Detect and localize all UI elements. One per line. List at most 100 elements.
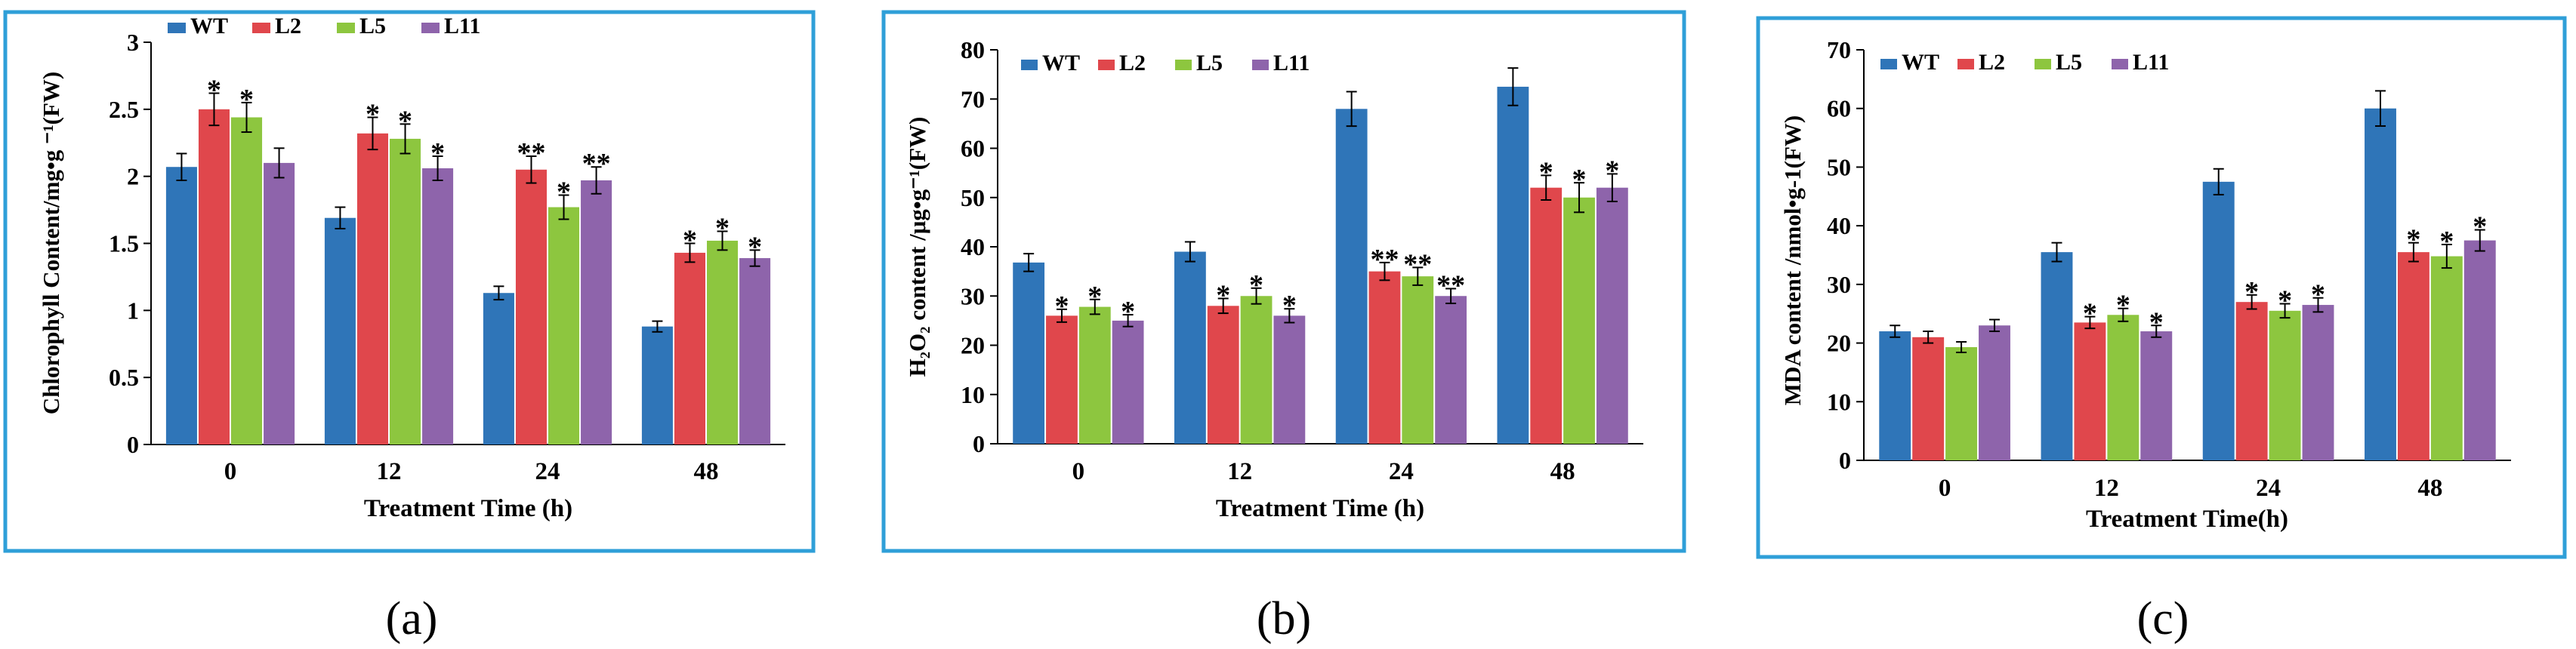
bar-wt <box>1013 262 1045 444</box>
bar-l11 <box>1979 325 2010 460</box>
y-tick-label: 30 <box>961 282 985 309</box>
bar-l11 <box>739 258 771 444</box>
legend-label-l11: L11 <box>2133 50 2169 75</box>
significance-mark: * <box>2149 306 2164 338</box>
panel-a-y-label: Chlorophyll Content/mg•g ⁻¹(FW) <box>38 72 64 414</box>
bar-wt <box>2365 108 2396 460</box>
x-tick-label: 0 <box>224 458 237 485</box>
panel-c-frame <box>1756 16 2567 559</box>
significance-mark: * <box>430 137 445 169</box>
y-tick-label: 0 <box>973 430 985 457</box>
y-tick-label: 70 <box>1827 36 1851 63</box>
bar-l2 <box>356 133 388 444</box>
significance-mark: * <box>748 231 762 263</box>
significance-mark: * <box>1539 156 1553 188</box>
bar-wt <box>483 293 514 444</box>
panel-c-legend: WT L2 L5 L11 <box>1880 50 2169 75</box>
significance-mark: * <box>1216 280 1230 312</box>
y-tick-label: 50 <box>1827 153 1851 180</box>
legend-swatch-l5 <box>337 23 355 33</box>
bar-l5 <box>2430 256 2463 460</box>
panel-c-x-ticks: 0 12 24 48 <box>1939 475 2443 502</box>
bar-wt <box>324 217 356 444</box>
bar-l11 <box>264 162 295 444</box>
bar-l2 <box>2235 302 2268 460</box>
bar-l2 <box>1368 271 1401 444</box>
panel-c-label: (c) <box>2137 593 2189 644</box>
x-tick-label: 24 <box>535 458 560 485</box>
panel-b-bars: * * ** **** ***** * * <box>1013 67 1628 444</box>
panel-c-y-ticks: 0 10 20 30 40 50 60 70 <box>1827 36 1864 474</box>
panel-a-y-ticks: 0 0.5 1 1.5 2 2.5 3 <box>109 29 151 458</box>
bar-l5 <box>707 240 739 444</box>
significance-mark: * <box>2311 279 2325 311</box>
significance-mark: * <box>2439 226 2454 257</box>
bar-l2 <box>515 169 547 445</box>
significance-mark: * <box>2083 298 2097 330</box>
legend-swatch-l11 <box>421 23 440 33</box>
legend-label-wt: WT <box>1902 50 1939 75</box>
legend-label-l2: L2 <box>275 14 301 38</box>
y-tick-label: 0 <box>1839 447 1851 474</box>
legend-label-l11: L11 <box>1273 51 1310 75</box>
y-tick-label: 40 <box>1827 212 1851 239</box>
bar-wt <box>2202 181 2235 460</box>
y-tick-label: 80 <box>961 36 985 63</box>
bar-l11 <box>1112 320 1144 444</box>
significance-mark: * <box>1054 291 1069 322</box>
y-tick-label: 70 <box>961 85 985 112</box>
bar-l5 <box>548 207 580 444</box>
bar-l5 <box>1240 296 1273 444</box>
bar-l2 <box>2074 322 2106 460</box>
significance-mark: * <box>715 213 730 245</box>
legend-label-l2: L2 <box>1979 50 2005 75</box>
bar-l2 <box>2397 252 2429 460</box>
bar-l11 <box>1435 296 1467 444</box>
panel-a-legend: WT L2 L5 L11 <box>168 14 480 38</box>
significance-mark: * <box>683 225 697 257</box>
legend-swatch-l11 <box>2112 59 2128 69</box>
legend-label-l11: L11 <box>444 14 480 38</box>
legend-swatch-l2 <box>252 23 270 33</box>
significance-mark: * <box>2278 285 2292 317</box>
panel-c-x-label: Treatment Time(h) <box>2086 506 2288 533</box>
y-tick-label: 1.5 <box>109 230 139 257</box>
y-tick-label: 60 <box>961 135 985 162</box>
bar-l5 <box>2107 315 2139 460</box>
y-tick-label: 0 <box>127 431 139 458</box>
significance-mark: ** <box>1370 244 1399 275</box>
bar-wt <box>1174 251 1206 444</box>
bar-l2 <box>1912 337 1945 460</box>
y-tick-label: 1 <box>127 297 139 324</box>
legend-label-l5: L5 <box>359 14 386 38</box>
panel-c-bars: * * * * * * * * * <box>1879 90 2496 460</box>
panel-c-y-label: MDA content /nmol•g-1(FW) <box>1779 115 1806 406</box>
legend-label-l5: L5 <box>2056 50 2082 75</box>
significance-mark: * <box>239 84 254 115</box>
legend-swatch-l5 <box>1175 60 1192 70</box>
bar-wt <box>1497 86 1529 444</box>
x-tick-label: 48 <box>1550 458 1575 485</box>
panel-b-legend: WT L2 L5 L11 <box>1021 51 1310 75</box>
bar-wt <box>1879 331 1911 460</box>
bar-l11 <box>2140 331 2173 460</box>
x-tick-label: 0 <box>1072 458 1085 485</box>
significance-mark: * <box>1087 281 1102 312</box>
legend-label-wt: WT <box>1042 51 1080 75</box>
bar-l5 <box>1945 347 1978 460</box>
significance-mark: * <box>1605 155 1619 186</box>
bar-l5 <box>1402 276 1434 444</box>
bar-l11 <box>581 180 612 444</box>
panel-a-x-label: Treatment Time (h) <box>364 495 572 522</box>
legend-swatch-l11 <box>1252 60 1269 70</box>
panel-a-label: (a) <box>386 593 438 644</box>
legend-swatch-wt <box>168 23 186 33</box>
y-tick-label: 0.5 <box>109 364 139 391</box>
significance-mark: ** <box>1403 248 1432 280</box>
legend-swatch-l2 <box>1098 60 1115 70</box>
y-tick-label: 30 <box>1827 271 1851 298</box>
bar-l2 <box>1207 306 1239 444</box>
x-tick-label: 0 <box>1939 475 1951 502</box>
